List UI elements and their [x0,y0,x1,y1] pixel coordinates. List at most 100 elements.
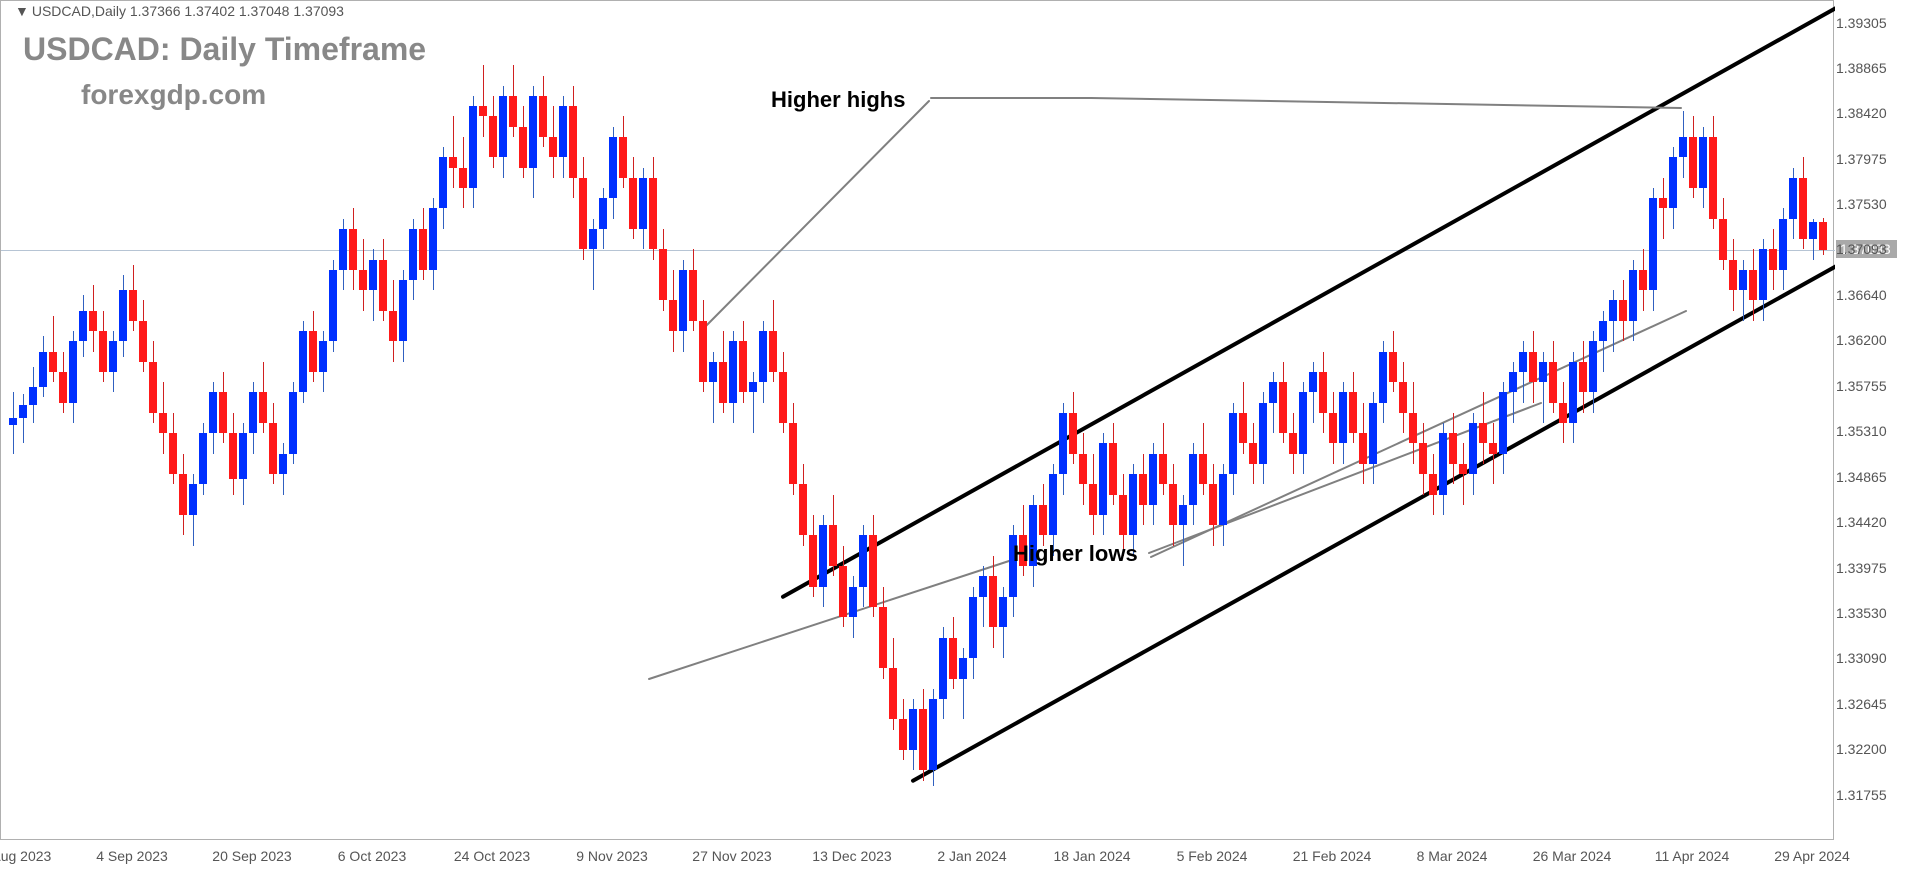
candle-body [1129,474,1137,535]
candle-body [269,423,277,474]
y-tick: 1.39305 [1836,15,1887,31]
chart-title: USDCAD: Daily Timeframe [23,31,426,68]
candle-wick [1463,443,1464,504]
candle-body [199,433,207,484]
candle-body [1699,137,1707,188]
dropdown-icon: ▼ [15,3,29,19]
candle-body [519,127,527,168]
candle-body [679,270,687,331]
candle-body [1629,270,1637,321]
candle-body [469,106,477,188]
candle-body [329,270,337,342]
y-tick: 1.35755 [1836,378,1887,394]
x-tick: 21 Feb 2024 [1293,848,1372,864]
y-tick: 1.34420 [1836,514,1887,530]
candle-body [659,249,667,300]
y-tick: 1.38865 [1836,60,1887,76]
x-tick: 18 Jan 2024 [1053,848,1130,864]
candle-body [259,392,267,423]
candle-body [419,229,427,270]
candle-body [889,668,897,719]
candle-body [1199,454,1207,485]
candle-wick [53,316,54,382]
candle-body [969,597,977,658]
candle-body [899,719,907,750]
candle-body [759,331,767,382]
candle-body [779,372,787,423]
y-tick: 1.36640 [1836,287,1887,303]
candle-wick [753,372,754,433]
x-tick: 2 Jan 2024 [937,848,1006,864]
chart-plot-area[interactable]: ▼USDCAD,Daily 1.37366 1.37402 1.37048 1.… [0,0,1834,840]
candle-wick [1273,372,1274,433]
candle-body [1329,413,1337,444]
candle-body [499,96,507,157]
x-tick: 13 Dec 2023 [812,848,891,864]
candle-body [409,229,417,280]
candle-body [1389,352,1397,383]
candle-body [619,137,627,178]
candle-body [179,474,187,515]
candle-body [1039,505,1047,536]
x-tick: 8 Mar 2024 [1417,848,1488,864]
candle-body [309,331,317,372]
chart-frame: ▼USDCAD,Daily 1.37366 1.37402 1.37048 1.… [0,0,1916,884]
candle-body [1809,222,1817,239]
candle-body [1789,178,1797,219]
candle-body [569,106,577,178]
candle-body [559,106,567,157]
candle-body [1649,198,1657,290]
candle-body [239,433,247,479]
y-tick: 1.34865 [1836,469,1887,485]
candle-body [1089,484,1097,515]
candle-body [549,137,557,157]
candle-body [279,454,287,474]
candle-body [929,699,937,771]
candle-wick [1743,260,1744,321]
candle-body [1339,392,1347,443]
candle-body [999,597,1007,628]
candle-body [1529,352,1537,383]
candle-body [1539,362,1547,382]
candle-body [479,106,487,116]
candle-body [1159,454,1167,485]
candle-body [1359,433,1367,464]
x-tick: 26 Mar 2024 [1533,848,1612,864]
candle-body [729,341,737,402]
candle-body [1509,372,1517,392]
candle-body [529,96,537,168]
candle-body [799,484,807,535]
candle-body [1279,382,1287,433]
candle-wick [1513,362,1514,423]
candle-body [809,535,817,586]
candle-body [1779,219,1787,270]
candle-body [1459,464,1467,474]
candle-body [1499,392,1507,453]
candle-body [1059,413,1067,474]
candle-body [229,433,237,479]
candle-body [1679,137,1687,157]
candle-wick [983,566,984,627]
y-tick: 1.32200 [1836,741,1887,757]
candle-body [1119,495,1127,536]
x-tick: 29 Apr 2024 [1774,848,1850,864]
candle-body [339,229,347,270]
candle-body [29,387,37,404]
candle-body [249,392,257,433]
y-tick: 1.37975 [1836,151,1887,167]
y-tick: 1.37093 [1836,241,1887,257]
candle-body [609,137,617,198]
candle-body [1709,137,1717,219]
candle-body [1249,443,1257,463]
candle-body [139,321,147,362]
candle-body [1439,433,1447,494]
candle-wick [483,65,484,137]
candle-body [19,405,27,418]
candle-body [219,392,227,433]
y-tick: 1.33530 [1836,605,1887,621]
x-tick: 27 Nov 2023 [692,848,771,864]
candle-body [9,418,17,425]
y-tick: 1.37530 [1836,196,1887,212]
candle-body [299,331,307,392]
candle-body [599,198,607,229]
